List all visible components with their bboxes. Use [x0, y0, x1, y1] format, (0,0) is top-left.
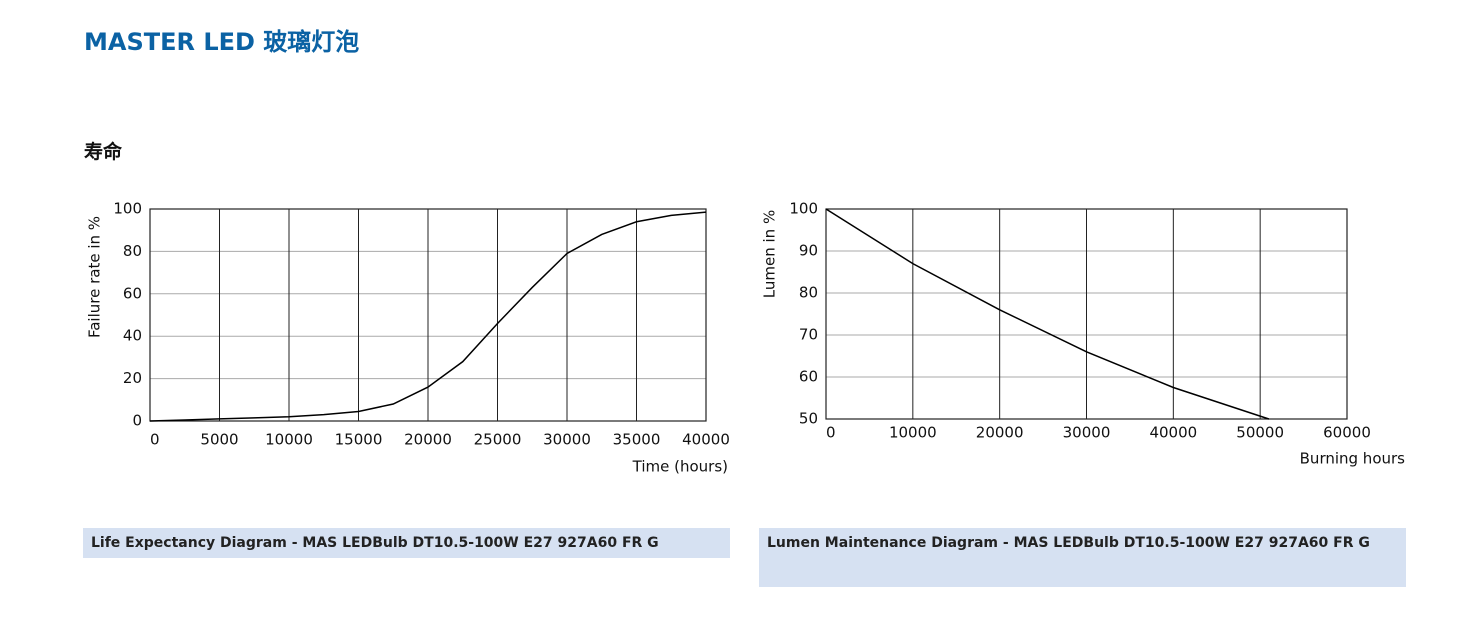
x-tick-label: 20000: [404, 431, 452, 449]
x-tick-label: 20000: [976, 424, 1024, 442]
data-line: [149, 211, 707, 422]
y-tick-label: 60: [799, 368, 818, 386]
y-tick-label: 80: [123, 242, 142, 260]
x-tick-label: 5000: [200, 431, 238, 449]
x-tick-label: 0: [150, 431, 160, 449]
y-tick-label: 60: [123, 284, 142, 302]
x-tick-label: 60000: [1323, 424, 1371, 442]
y-axis-title: Failure rate in %: [86, 216, 104, 338]
y-tick-label: 0: [132, 412, 142, 430]
caption-text: Lumen Maintenance Diagram - MAS LEDBulb …: [767, 535, 1370, 551]
x-tick-label: 15000: [335, 431, 383, 449]
y-tick-label: 80: [799, 284, 818, 302]
x-tick-label: 10000: [265, 431, 313, 449]
x-tick-label: 35000: [613, 431, 661, 449]
y-tick-label: 100: [789, 200, 818, 218]
page-title: MASTER LED 玻璃灯泡: [84, 28, 360, 56]
data-line: [825, 208, 1270, 420]
caption: Life Expectancy Diagram - MAS LEDBulb DT…: [83, 528, 730, 558]
x-tick-label: 50000: [1236, 424, 1284, 442]
x-tick-label: 40000: [682, 431, 730, 449]
y-tick-label: 20: [123, 369, 142, 387]
x-tick-label: 30000: [543, 431, 591, 449]
y-axis-title: Lumen in %: [761, 210, 779, 298]
x-axis-title: Burning hours: [1300, 450, 1406, 468]
x-tick-label: 10000: [889, 424, 937, 442]
x-axis-title: Time (hours): [632, 458, 728, 476]
y-tick-label: 50: [799, 410, 818, 428]
plot-frame: [149, 208, 707, 422]
x-tick-label: 30000: [1063, 424, 1111, 442]
x-tick-label: 40000: [1149, 424, 1197, 442]
caption: Lumen Maintenance Diagram - MAS LEDBulb …: [759, 528, 1406, 587]
y-tick-label: 40: [123, 327, 142, 345]
y-tick-label: 70: [799, 326, 818, 344]
y-tick-label: 100: [113, 200, 142, 218]
caption-text: Life Expectancy Diagram - MAS LEDBulb DT…: [91, 535, 659, 551]
plot-frame: [825, 208, 1348, 420]
y-tick-label: 90: [799, 242, 818, 260]
x-tick-label: 25000: [474, 431, 522, 449]
section-heading: 寿命: [84, 141, 123, 163]
x-tick-label: 0: [826, 424, 836, 442]
